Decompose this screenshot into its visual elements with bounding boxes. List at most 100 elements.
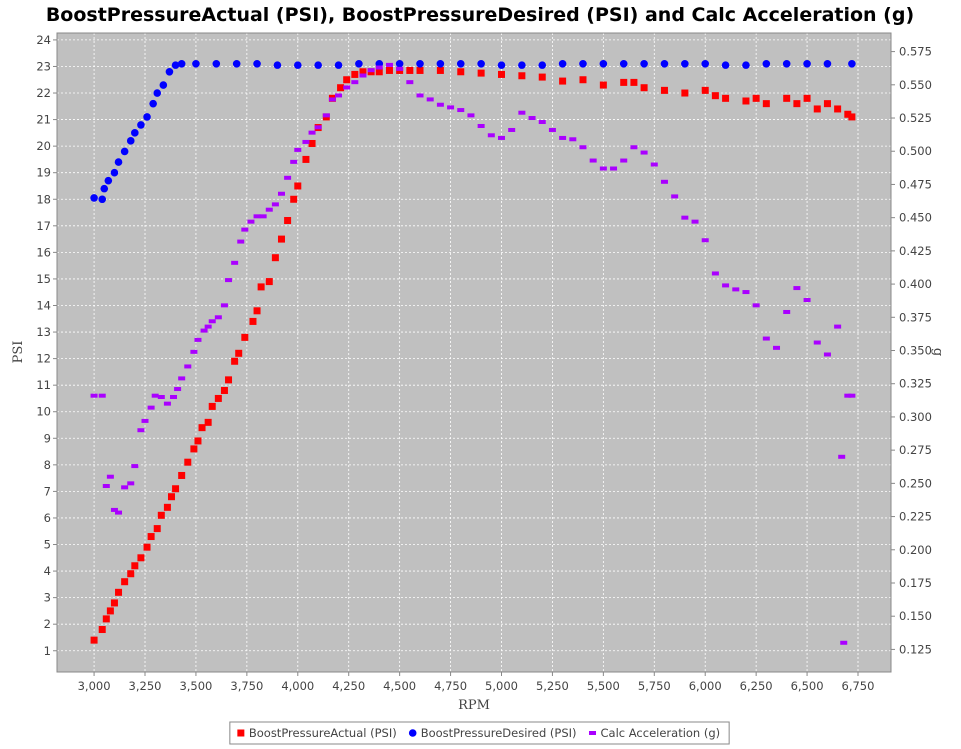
point — [610, 166, 618, 171]
point — [528, 116, 536, 121]
y-tick-label: 3 — [44, 591, 51, 605]
point — [220, 386, 228, 394]
point — [170, 395, 178, 400]
point — [194, 337, 202, 342]
point — [406, 80, 414, 85]
y2-tick-label: 0.450 — [899, 211, 932, 225]
point — [120, 147, 129, 156]
x-tick-label: 3,500 — [179, 679, 212, 693]
legend-marker — [589, 731, 597, 735]
point — [147, 533, 155, 541]
point — [178, 376, 186, 381]
point — [426, 97, 434, 102]
point — [220, 303, 228, 308]
point — [691, 219, 699, 224]
point — [294, 182, 302, 190]
point — [100, 184, 109, 193]
y-tick-label: 23 — [36, 59, 51, 73]
point — [823, 100, 831, 108]
point — [558, 60, 567, 68]
point — [265, 278, 273, 286]
legend-label: BoostPressureActual (PSI) — [249, 726, 397, 740]
point — [752, 303, 760, 308]
y2-tick-label: 0.425 — [899, 244, 932, 258]
point — [290, 195, 298, 203]
point — [302, 139, 310, 144]
point — [98, 626, 106, 634]
y2-axis-label: g — [930, 348, 945, 356]
legend-item: BoostPressureActual (PSI) — [237, 726, 397, 740]
point — [192, 60, 200, 68]
point — [579, 145, 587, 150]
y-tick-label: 5 — [44, 538, 51, 552]
point — [208, 319, 216, 324]
x-tick-label: 4,500 — [383, 679, 416, 693]
y2-tick-label: 0.175 — [899, 576, 932, 590]
point — [351, 70, 359, 78]
point — [732, 287, 740, 292]
point — [163, 503, 171, 511]
y2-tick-label: 0.200 — [899, 543, 932, 557]
point — [232, 60, 241, 68]
point — [803, 94, 811, 102]
point — [137, 428, 145, 433]
point — [518, 61, 526, 69]
point — [271, 254, 279, 262]
point — [290, 159, 298, 164]
point — [838, 454, 846, 459]
point — [711, 271, 719, 276]
x-tick-label: 5,250 — [536, 679, 569, 693]
point — [848, 393, 856, 398]
point — [284, 175, 292, 180]
plot-area — [57, 33, 891, 672]
point — [752, 94, 760, 102]
point — [214, 315, 222, 320]
point — [367, 68, 375, 73]
point — [497, 61, 506, 69]
point — [589, 158, 597, 163]
point — [225, 376, 233, 384]
y-tick-label: 24 — [36, 33, 51, 47]
point — [178, 471, 186, 479]
point — [334, 61, 343, 69]
legend-marker — [237, 729, 245, 737]
point — [308, 130, 316, 135]
point — [151, 393, 159, 398]
y-tick-label: 20 — [36, 139, 51, 153]
point — [127, 570, 135, 578]
point — [204, 324, 212, 329]
point — [630, 145, 638, 150]
point — [351, 80, 359, 85]
point — [559, 77, 567, 85]
point — [721, 61, 730, 69]
point — [844, 110, 852, 118]
point — [212, 60, 221, 68]
point — [247, 219, 255, 224]
point — [121, 485, 129, 490]
point — [143, 113, 151, 121]
y2-tick-label: 0.225 — [899, 510, 932, 524]
point — [110, 507, 118, 512]
point — [477, 123, 485, 128]
x-axis-label: RPM — [458, 698, 490, 713]
point — [253, 214, 261, 219]
point — [163, 401, 171, 406]
point — [231, 357, 239, 365]
point — [599, 81, 607, 89]
point — [190, 349, 198, 354]
point — [121, 578, 129, 586]
y2-tick-label: 0.125 — [899, 642, 932, 656]
point — [335, 93, 343, 98]
point — [650, 162, 658, 167]
point — [153, 525, 161, 533]
point — [265, 207, 273, 212]
plot-border — [56, 32, 892, 673]
point — [284, 217, 292, 225]
point — [314, 61, 322, 69]
point — [231, 260, 239, 265]
y-tick-label: 7 — [44, 484, 51, 498]
point — [722, 94, 730, 102]
point — [106, 607, 114, 615]
